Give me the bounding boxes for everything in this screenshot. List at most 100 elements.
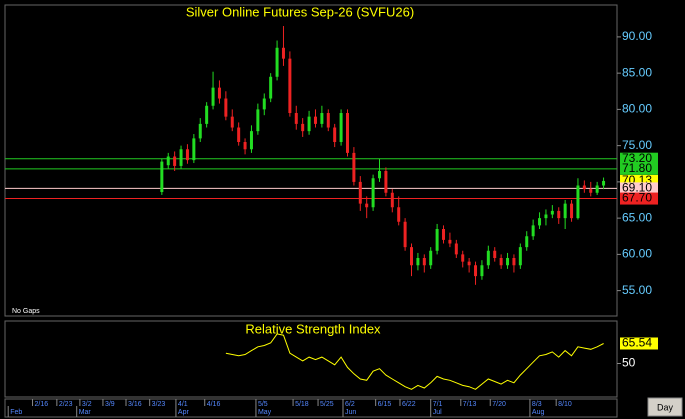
candle-body [538, 218, 542, 226]
annotation: No Gaps [12, 308, 40, 315]
x-tick-label: 7/1 [433, 401, 443, 408]
candle-body [544, 214, 548, 219]
level-label: 71.80 [622, 161, 652, 175]
rsi-line [225, 333, 604, 390]
level-label: 69.10 [622, 181, 652, 195]
candle-body [166, 156, 170, 166]
candle-body [173, 156, 177, 166]
x-tick-label: 6/2 [345, 401, 355, 408]
candle-body [518, 247, 522, 266]
candle-body [320, 113, 324, 124]
candle-body [525, 236, 529, 248]
month-label: Apr [178, 409, 190, 416]
candle-body [550, 210, 554, 215]
candle-body [422, 258, 426, 266]
month-label: Mar [79, 409, 92, 416]
x-tick-label: 8/10 [558, 401, 572, 408]
candle-body [160, 161, 164, 193]
candle-body [262, 98, 266, 110]
candle-body [454, 243, 458, 255]
level-label: 73.20 [622, 151, 652, 165]
candle-body [582, 185, 586, 190]
candle-body [185, 149, 189, 161]
x-tick-label: 3/16 [128, 401, 142, 408]
level-box [620, 182, 658, 195]
rsi-panel [4, 320, 618, 398]
level-box [620, 152, 658, 165]
candle-body [211, 87, 215, 106]
candle-body [294, 113, 298, 124]
candle-body [237, 127, 241, 143]
interval-button[interactable] [647, 397, 683, 417]
y-tick-label: 80.00 [622, 102, 652, 116]
candle-body [313, 116, 317, 124]
month-label: Aug [532, 409, 545, 416]
x-tick-label: 3/2 [82, 401, 92, 408]
level-label: 67.70 [622, 191, 652, 205]
candle-body [506, 258, 510, 266]
rsi-value-label: 65.54 [622, 336, 652, 350]
x-tick-label: 5/5 [258, 401, 268, 408]
x-tick-label: 4/16 [207, 401, 221, 408]
candle-body [365, 203, 369, 208]
candle-body [397, 207, 401, 222]
candle-body [512, 258, 516, 266]
month-label: May [258, 409, 272, 416]
x-tick-label: 5/18 [295, 401, 309, 408]
candle-body [345, 113, 349, 153]
candle-body [563, 203, 567, 219]
candle-body [390, 192, 394, 208]
candle-body [480, 265, 484, 277]
candle-body [429, 250, 433, 266]
candle-body [256, 109, 260, 132]
candle-body [269, 76, 273, 99]
month-label: Jul [433, 409, 442, 416]
candle-body [179, 149, 183, 166]
candle-body [249, 131, 253, 150]
candle-body [275, 47, 279, 77]
date-axis [4, 398, 618, 418]
x-tick-label: 6/22 [402, 401, 416, 408]
candle-body [602, 180, 606, 186]
rsi-value-box [620, 337, 658, 350]
candle-body [403, 221, 407, 248]
x-tick-label: 2/16 [35, 401, 49, 408]
candle-body [339, 113, 343, 143]
x-tick-label: 7/20 [492, 401, 506, 408]
candle-body [467, 261, 471, 266]
x-tick-label: 5/25 [320, 401, 334, 408]
candle-body [217, 87, 221, 99]
candle-body [377, 171, 381, 179]
y-tick-label: 90.00 [622, 29, 652, 43]
rsi-title: Relative Strength Index [245, 321, 381, 336]
candle-body [595, 185, 599, 193]
candle-body [499, 258, 503, 266]
x-tick-label: 4/1 [178, 401, 188, 408]
candle-body [410, 247, 414, 266]
candle-body [486, 250, 490, 266]
candle-body [576, 185, 580, 219]
y-tick-label: 50 [622, 356, 636, 370]
interval-label: Day [657, 402, 674, 412]
candle-body [326, 113, 330, 128]
y-tick-label: 55.00 [622, 283, 652, 297]
candle-body [416, 258, 420, 266]
candle-body [288, 58, 292, 114]
candle-body [230, 116, 234, 128]
month-label: Jun [345, 409, 356, 416]
chart-title: Silver Online Futures Sep-26 (SVFU26) [186, 4, 414, 19]
candle-body [461, 254, 465, 262]
level-box [620, 162, 658, 175]
month-label: Feb [10, 409, 22, 416]
x-tick-label: 3/23 [152, 401, 166, 408]
candle-body [589, 189, 593, 193]
candle-body [448, 239, 452, 244]
y-tick-label: 60.00 [622, 247, 652, 261]
y-tick-label: 65.00 [622, 210, 652, 224]
candle-body [531, 225, 535, 237]
x-tick-label: 6/15 [378, 401, 392, 408]
x-tick-label: 2/23 [59, 401, 73, 408]
candle-body [352, 152, 356, 182]
candle-body [371, 178, 375, 208]
candle-body [301, 123, 305, 132]
